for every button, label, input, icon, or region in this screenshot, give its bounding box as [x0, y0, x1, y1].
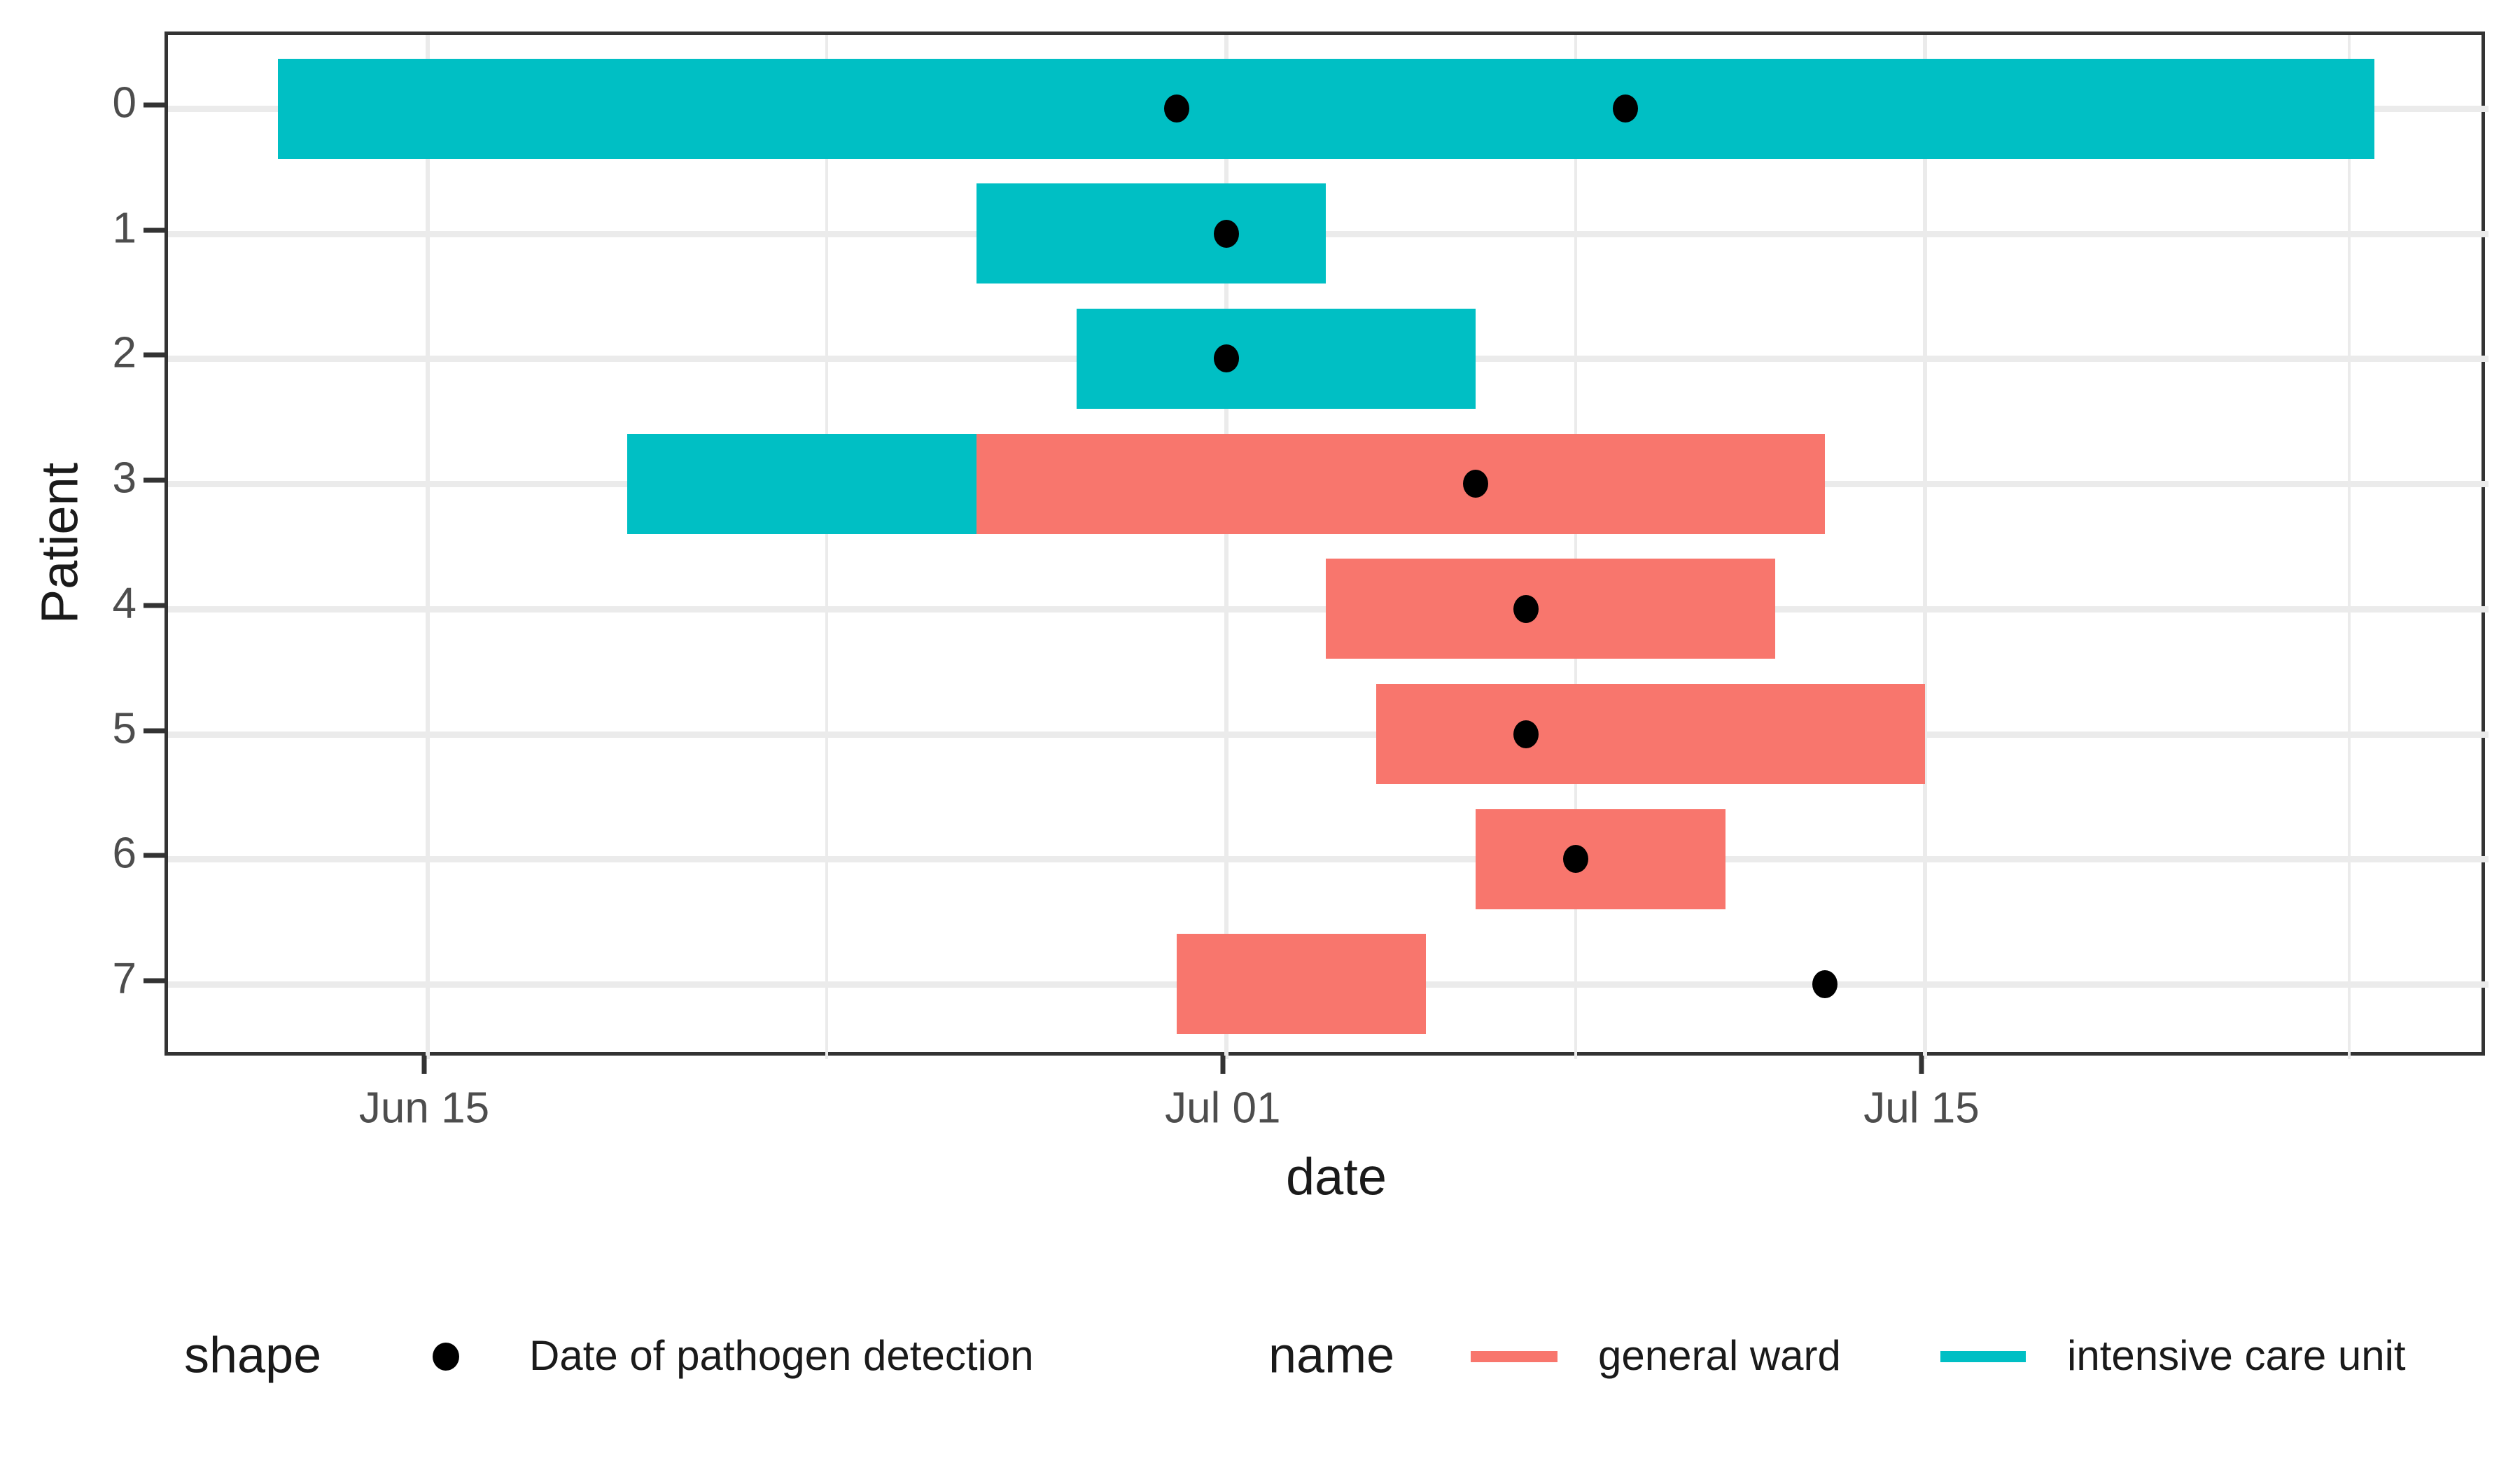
x-tick-label-jul-15: Jul 15 — [1863, 1084, 1980, 1133]
y-tick-label-6: 6 — [112, 829, 136, 878]
general-ward-swatch-icon — [1471, 1351, 1558, 1362]
x-tick-label-jul-01: Jul 01 — [1165, 1084, 1281, 1133]
legend-name-title: name — [1268, 1327, 1395, 1384]
gridline-minor — [2348, 35, 2351, 1059]
stay-bar-patient-1 — [976, 183, 1326, 284]
y-tick-label-5: 5 — [112, 704, 136, 753]
detection-dot-patient-1 — [1213, 219, 1239, 248]
detection-dot-patient-0 — [1163, 94, 1189, 122]
stay-bar-patient-3 — [627, 433, 977, 534]
stay-bar-patient-6 — [1476, 808, 1726, 909]
detection-dot-patient-7 — [1812, 969, 1838, 998]
y-tick-label-4: 4 — [112, 579, 136, 628]
plot-panel — [164, 31, 2488, 1059]
stay-bar-patient-5 — [1376, 684, 1925, 784]
stay-bar-patient-3 — [976, 433, 1826, 534]
gridline-minor — [1574, 35, 1577, 1059]
y-tick-1 — [144, 227, 164, 233]
gridline-jul-01 — [1224, 35, 1228, 1059]
x-tick-label-jun-15: Jun 15 — [358, 1084, 490, 1133]
detection-dot-patient-3 — [1463, 470, 1489, 498]
stay-bar-patient-0 — [278, 58, 2374, 159]
detection-dot-patient-4 — [1513, 594, 1539, 623]
x-tick-jun-15 — [421, 1056, 427, 1074]
gridline-jun-15 — [426, 35, 430, 1059]
y-axis-title: Patient — [30, 462, 89, 624]
detection-dot-icon — [433, 1343, 459, 1371]
y-tick-label-3: 3 — [112, 454, 136, 503]
y-tick-0 — [144, 102, 164, 108]
y-tick-2 — [144, 352, 164, 358]
x-tick-jul-15 — [1919, 1056, 1924, 1074]
stay-bar-patient-4 — [1326, 559, 1776, 659]
gridline-row-5 — [168, 731, 2488, 738]
stay-bar-patient-2 — [1076, 308, 1476, 409]
y-tick-label-1: 1 — [112, 204, 136, 253]
gridline-row-1 — [168, 230, 2488, 237]
y-tick-4 — [144, 603, 164, 608]
x-axis-title: date — [1285, 1147, 1387, 1206]
detection-dot-patient-6 — [1562, 845, 1588, 874]
y-tick-5 — [144, 728, 164, 733]
x-tick-jul-01 — [1220, 1056, 1226, 1074]
legend-shape-title: shape — [184, 1327, 322, 1384]
y-tick-label-7: 7 — [112, 954, 136, 1003]
intensive-care-unit-swatch-icon — [1940, 1351, 2026, 1362]
detection-dot-patient-0 — [1613, 94, 1639, 122]
legend-intensive-care-unit-label: intensive care unit — [2067, 1332, 2406, 1380]
y-tick-3 — [144, 477, 164, 483]
gridline-row-6 — [168, 856, 2488, 863]
detection-dot-patient-2 — [1213, 344, 1239, 373]
y-tick-7 — [144, 978, 164, 983]
y-tick-6 — [144, 853, 164, 858]
detection-dot-patient-5 — [1513, 720, 1539, 748]
gridline-minor — [825, 35, 829, 1059]
y-tick-label-2: 2 — [112, 329, 136, 378]
gridline-jul-15 — [1923, 35, 1927, 1059]
stay-bar-patient-7 — [1176, 934, 1426, 1035]
y-tick-label-0: 0 — [112, 78, 136, 127]
legend-shape-item-label: Date of pathogen detection — [529, 1332, 1034, 1380]
legend-general-ward-label: general ward — [1598, 1332, 1841, 1380]
